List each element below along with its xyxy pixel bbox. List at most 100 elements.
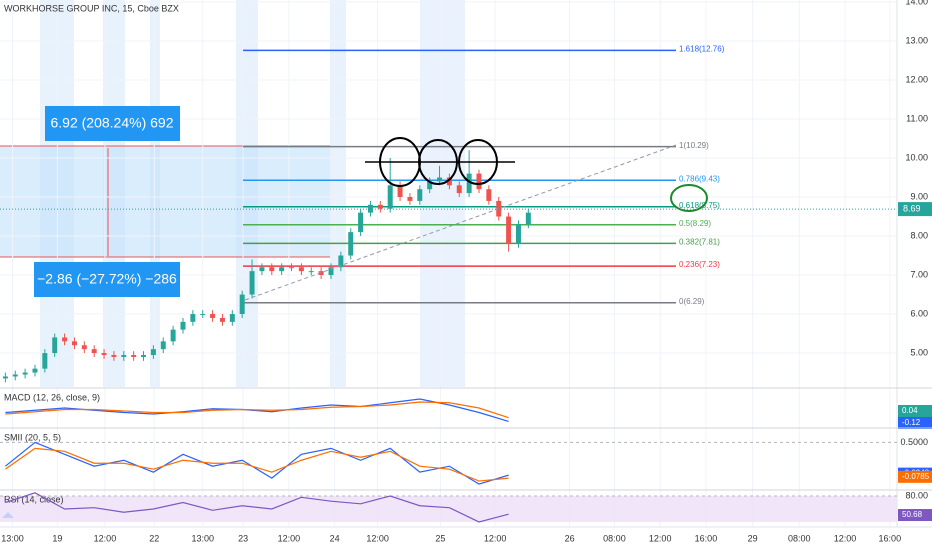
candle-body <box>298 267 304 272</box>
candle-body <box>328 267 334 276</box>
candle-body <box>22 372 28 375</box>
trend-line <box>244 144 677 301</box>
y-tick-label: 12.00 <box>905 74 928 84</box>
indicator-name: SMII (20, 5, 5) <box>4 432 61 442</box>
candle-body <box>170 329 176 342</box>
y-tick-label: 13.00 <box>905 35 928 45</box>
x-tick-label: 13:00 <box>191 533 214 543</box>
indicator-name: MACD (12, 26, close, 9) <box>4 392 100 402</box>
candle-body <box>249 271 255 295</box>
candle-body <box>417 189 423 201</box>
candle-body <box>219 317 225 322</box>
x-tick-label: 12:00 <box>366 533 389 543</box>
candle-body <box>387 185 393 209</box>
y-tick-label: 9.00 <box>910 191 928 201</box>
candle-body <box>427 181 433 190</box>
highlight-circle <box>670 184 708 212</box>
fib-label: 0.236(7.23) <box>679 260 720 269</box>
fib-label: 1.618(12.76) <box>679 44 725 53</box>
candle-body <box>407 197 413 201</box>
value-box <box>898 416 932 429</box>
value-label: 50.68 <box>902 510 923 519</box>
measure-label: −2.86 (−27.72%) −286 <box>37 271 177 287</box>
last-price-box <box>898 202 932 217</box>
candle-body <box>12 374 18 377</box>
rsi-band <box>0 496 897 522</box>
candle-body <box>32 368 38 373</box>
x-tick-label: 12:00 <box>649 533 672 543</box>
candle-body <box>150 349 156 356</box>
candle-body <box>121 355 127 357</box>
y-tick-label: 8.00 <box>910 230 928 240</box>
y-tick-label: 5.00 <box>910 347 928 357</box>
candle-body <box>279 267 285 272</box>
x-tick-label: 12:00 <box>94 533 117 543</box>
y-tick-label: 0.5000 <box>900 437 928 447</box>
candle-body <box>437 177 443 182</box>
candle-body <box>377 204 383 209</box>
x-tick-label: 12:00 <box>278 533 301 543</box>
pattern-circles <box>379 137 498 187</box>
candle-body <box>52 337 58 354</box>
y-tick-label: 11.00 <box>906 113 928 123</box>
candle-body <box>111 355 117 357</box>
candle-body <box>338 255 344 268</box>
candle-body <box>180 321 186 330</box>
x-tick-label: 29 <box>748 533 758 543</box>
measure-label-box <box>34 262 180 297</box>
candle-body <box>239 294 245 315</box>
candle-body <box>397 185 403 198</box>
last-price-label: 8.69 <box>903 203 921 213</box>
candle-body <box>200 314 206 316</box>
candle-body <box>367 204 373 213</box>
measure-label: 6.92 (208.24%) 692 <box>51 115 174 131</box>
y-tick-label: 80.00 <box>905 490 928 500</box>
value-box <box>898 509 932 522</box>
candle-body <box>358 212 364 233</box>
fib-label: 0.786(9.43) <box>679 174 720 183</box>
indicator-name: RSI (14, close) <box>4 494 64 504</box>
candle-body <box>515 224 521 244</box>
candle-body <box>210 314 216 318</box>
candle-body <box>81 345 87 350</box>
x-tick-label: 22 <box>149 533 159 543</box>
fib-label: 0.618(8.75) <box>679 201 720 210</box>
candle-body <box>62 337 68 342</box>
candle-body <box>71 341 77 346</box>
x-tick-label: 13:00 <box>1 533 24 543</box>
indicator-line <box>5 401 509 419</box>
fib-label: 1(10.29) <box>679 141 709 150</box>
x-tick-label: 08:00 <box>603 533 626 543</box>
x-tick-label: 16:00 <box>879 533 902 543</box>
fib-label: 0.5(8.29) <box>679 219 711 228</box>
band <box>330 0 346 387</box>
x-tick-label: 08:00 <box>788 533 811 543</box>
measure-label-box <box>45 106 180 141</box>
candle-body <box>131 355 137 357</box>
chart-title: WORKHORSE GROUP INC, 15, Cboe BZX <box>4 3 179 13</box>
candle-body <box>506 216 512 244</box>
y-tick-label: 10.00 <box>905 152 928 162</box>
y-tick-label: 14.00 <box>905 0 928 6</box>
x-tick-label: 25 <box>435 533 445 543</box>
candle-body <box>476 173 482 190</box>
candle-body <box>446 177 452 186</box>
candle-body <box>2 376 8 379</box>
x-tick-label: 19 <box>52 533 62 543</box>
candle-body <box>289 267 295 269</box>
candle-body <box>259 267 265 272</box>
candle-body <box>466 173 472 194</box>
price-pane: 1.618(12.76) 1(10.29) 0.786(9.43) 0.618(8.7… <box>0 0 897 527</box>
candle-body <box>42 353 48 369</box>
fib-label: 0(6.29) <box>679 297 705 306</box>
value-label: -0.0785 <box>902 472 930 481</box>
candle-body <box>486 189 492 201</box>
value-box <box>898 470 932 483</box>
x-tick-label: 12:00 <box>484 533 507 543</box>
indicator-line <box>5 441 509 485</box>
x-tick-label: 16:00 <box>695 533 718 543</box>
candle-body <box>160 341 166 350</box>
candle-body <box>269 267 275 272</box>
candle-body <box>101 353 107 356</box>
